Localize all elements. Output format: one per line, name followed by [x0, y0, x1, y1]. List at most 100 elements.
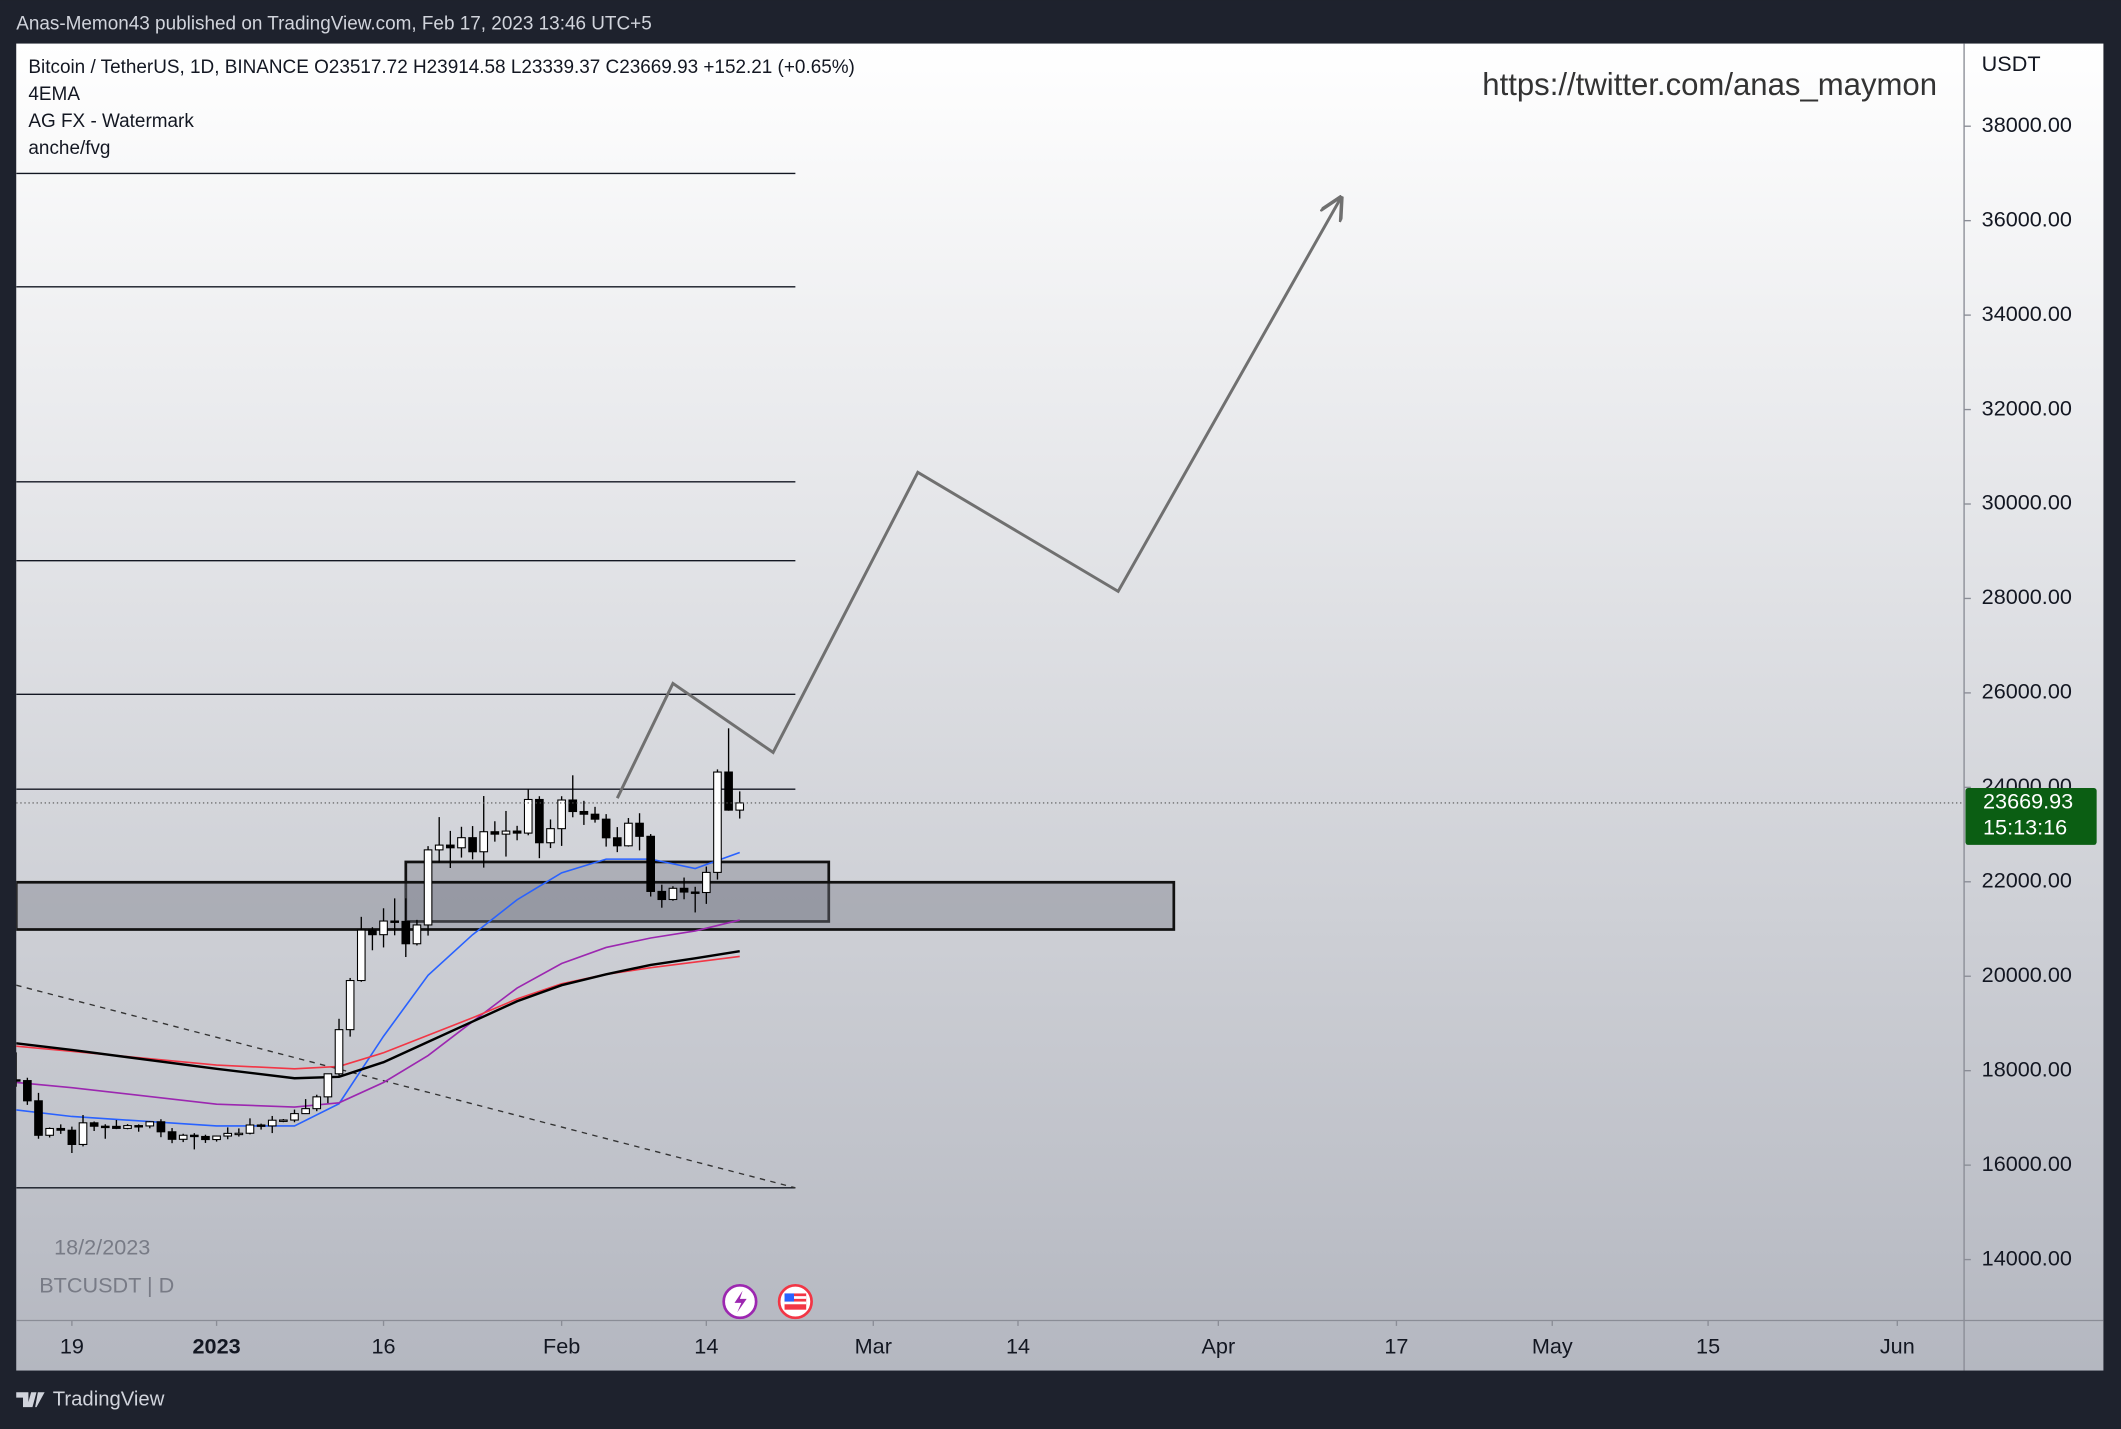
x-tick-label: 19 [60, 1333, 84, 1358]
x-tick-label: 14 [1006, 1333, 1030, 1358]
candle-body [445, 844, 455, 849]
candle-body [612, 837, 622, 847]
ema-line [16, 919, 740, 1108]
x-tick-label: Apr [1202, 1333, 1236, 1358]
trendline [16, 984, 796, 1189]
candle-body [668, 887, 678, 901]
candle-body [423, 849, 433, 926]
y-tick-label: 20000.00 [1982, 962, 2072, 987]
candle-body [256, 1124, 266, 1127]
candle-body [546, 828, 555, 844]
candle-body [223, 1132, 233, 1137]
legend-line: AG FX - Watermark [28, 111, 194, 132]
x-tick-label: Feb [543, 1333, 580, 1358]
candle-body [379, 920, 388, 936]
ema-line [16, 955, 740, 1070]
candle-body [468, 837, 477, 853]
candle-body [501, 830, 511, 835]
y-tick-label: 26000.00 [1982, 679, 2072, 704]
candle-body [702, 871, 711, 894]
x-tick-label: 15 [1696, 1333, 1720, 1358]
flag-stripe [784, 1296, 807, 1299]
ema-line [16, 950, 740, 1080]
legend-line: Bitcoin / TetherUS, 1D, BINANCE O23517.7… [28, 57, 854, 78]
candle-body [234, 1132, 244, 1136]
candle-body [590, 813, 600, 820]
legend-line: anche/fvg [28, 138, 110, 159]
candle-body [735, 802, 745, 811]
candle-body [89, 1122, 99, 1127]
candle-body [156, 1121, 166, 1133]
candle-body [67, 1129, 77, 1145]
x-tick-label: 16 [372, 1333, 396, 1358]
x-tick-label: Jun [1880, 1333, 1915, 1358]
candle-body [134, 1125, 143, 1128]
candle-body [56, 1127, 66, 1131]
fvg-zone [16, 880, 1176, 931]
candle-body [145, 1121, 155, 1127]
candle-body [368, 929, 377, 936]
last-price-label: 23669.93 [1983, 789, 2073, 814]
y-tick-label: 18000.00 [1982, 1056, 2072, 1081]
candle-body [201, 1135, 210, 1141]
candle-body [457, 837, 466, 849]
y-axis-label: USDT [1982, 51, 2041, 76]
candle-body [401, 920, 411, 945]
projection-path [615, 198, 1340, 799]
candle-body [23, 1080, 32, 1102]
candle-body [279, 1119, 288, 1122]
candle-body [390, 920, 400, 923]
candle-body [178, 1134, 188, 1140]
legend-line: 4EMA [28, 84, 80, 105]
flag-stripe [784, 1301, 807, 1305]
y-tick-label: 36000.00 [1982, 206, 2072, 231]
y-tick-label: 22000.00 [1982, 868, 2072, 893]
x-tick-label: May [1532, 1333, 1573, 1358]
candle-body [123, 1125, 132, 1129]
candle-body [535, 798, 544, 844]
candle-body [679, 887, 689, 893]
x-tick-label: 17 [1384, 1333, 1408, 1358]
y-tick-label: 38000.00 [1982, 112, 2072, 137]
candle-body [601, 818, 611, 839]
candle-body [713, 771, 722, 873]
candle-body [267, 1119, 277, 1127]
y-tick-label: 16000.00 [1982, 1151, 2072, 1176]
candle-body [112, 1125, 121, 1129]
last-price-box [1965, 788, 2097, 845]
lightning [734, 1290, 747, 1313]
y-tick-label: 14000.00 [1982, 1245, 2072, 1270]
candle-body [412, 924, 422, 945]
x-tick-label: 14 [694, 1333, 718, 1358]
candle-body [624, 822, 633, 847]
candle-body [301, 1108, 310, 1115]
candle-body [579, 810, 589, 815]
candle-body [290, 1113, 299, 1121]
candle-body [323, 1073, 333, 1098]
x-tick-label: Mar [855, 1333, 892, 1358]
date-note: 18/2/2023 [54, 1235, 150, 1260]
candle-body [16, 1079, 21, 1082]
y-tick-label: 30000.00 [1982, 490, 2072, 515]
countdown: 15:13:16 [1983, 814, 2067, 839]
flag-canton [784, 1293, 795, 1302]
ema-line [16, 851, 740, 1127]
y-tick-label: 28000.00 [1982, 584, 2072, 609]
candle-body [212, 1135, 221, 1141]
candle-body [312, 1096, 322, 1110]
candle-body [345, 979, 355, 1031]
candle-body [557, 799, 566, 830]
candle-body [245, 1124, 255, 1134]
candle-body [512, 830, 522, 834]
y-tick-label: 32000.00 [1982, 395, 2072, 420]
candle-body [657, 890, 667, 901]
candle-body [78, 1122, 88, 1145]
candle-body [724, 771, 733, 811]
candle-body [100, 1125, 110, 1129]
logo [16, 1392, 45, 1408]
candle-body [490, 831, 500, 835]
candle-body [189, 1134, 199, 1138]
header-text: Anas-Memon43 published on TradingView.co… [16, 14, 652, 35]
